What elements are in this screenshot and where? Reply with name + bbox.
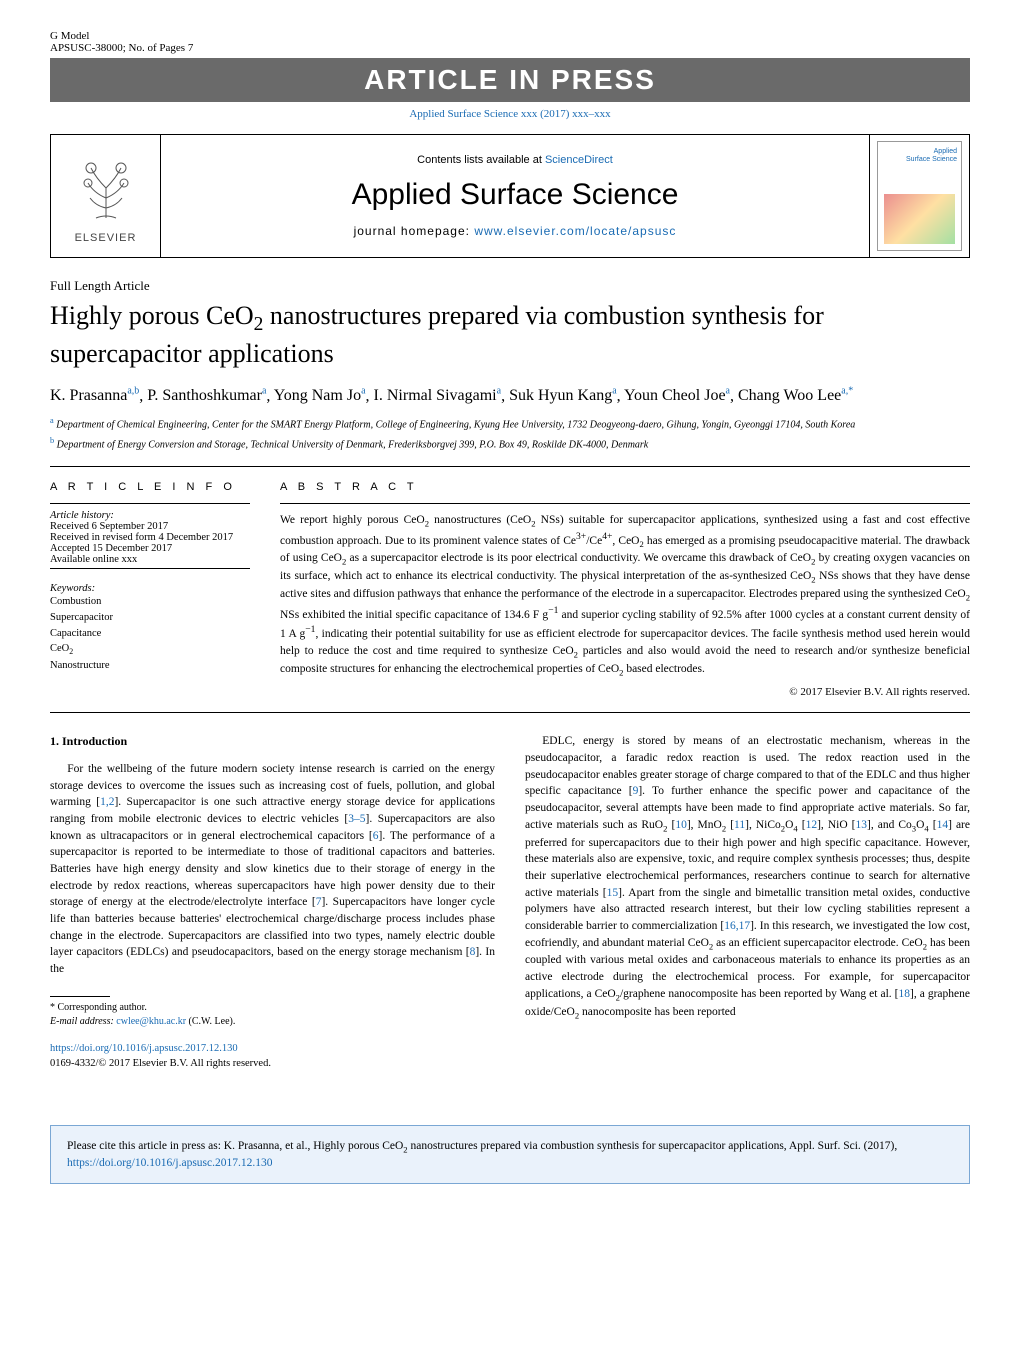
intro-right: EDLC, energy is stored by means of an el… (525, 733, 970, 1021)
history-lines: Received 6 September 2017Received in rev… (50, 521, 250, 565)
affiliations: a Department of Chemical Engineering, Ce… (50, 415, 970, 452)
keywords-list: CombustionSupercapacitorCapacitanceCeO2N… (50, 594, 250, 674)
header-citation: Applied Surface Science xxx (2017) xxx–x… (50, 108, 970, 120)
footnote-rule (50, 996, 110, 997)
rule-bottom (50, 712, 970, 713)
homepage-link[interactable]: www.elsevier.com/locate/apsusc (474, 224, 676, 238)
email-line: E-mail address: cwlee@khu.ac.kr (C.W. Le… (50, 1015, 495, 1029)
journal-cover: AppliedSurface Science (869, 135, 969, 257)
contents-prefix: Contents lists available at (417, 154, 545, 166)
citebox-post: nanostructures prepared via combustion s… (408, 1140, 898, 1152)
article-title: Highly porous CeO2 nanostructures prepar… (50, 300, 970, 370)
cover-thumbnail: AppliedSurface Science (877, 141, 962, 251)
section-head: 1. Introduction (50, 733, 495, 750)
article-in-press-banner: ARTICLE IN PRESS (50, 58, 970, 102)
sciencedirect-link[interactable]: ScienceDirect (545, 154, 613, 166)
journal-box: ELSEVIER Contents lists available at Sci… (50, 134, 970, 258)
doi-block: https://doi.org/10.1016/j.apsusc.2017.12… (50, 1041, 495, 1071)
abstract-column: A B S T R A C T We report highly porous … (280, 481, 970, 698)
contents-line: Contents lists available at ScienceDirec… (181, 154, 849, 166)
cite-box: Please cite this article in press as: K.… (50, 1125, 970, 1184)
doi-link[interactable]: https://doi.org/10.1016/j.apsusc.2017.12… (50, 1043, 238, 1054)
citebox-pre: Please cite this article in press as: K.… (67, 1140, 403, 1152)
body-columns: 1. Introduction For the wellbeing of the… (50, 733, 970, 1071)
elsevier-text: ELSEVIER (75, 232, 137, 244)
doi-copyright: 0169-4332/© 2017 Elsevier B.V. All right… (50, 1056, 495, 1071)
article-info-head: A R T I C L E I N F O (50, 481, 250, 493)
email-link[interactable]: cwlee@khu.ac.kr (116, 1016, 186, 1027)
homepage-line: journal homepage: www.elsevier.com/locat… (181, 224, 849, 238)
abstract-copyright: © 2017 Elsevier B.V. All rights reserved… (280, 686, 970, 698)
intro-left: For the wellbeing of the future modern s… (50, 761, 495, 978)
elsevier-logo: ELSEVIER (51, 135, 161, 257)
article-type: Full Length Article (50, 278, 970, 294)
article-info-column: A R T I C L E I N F O Article history: R… (50, 481, 250, 698)
doc-id: APSUSC-38000; No. of Pages 7 (50, 42, 193, 54)
page-header: G Model APSUSC-38000; No. of Pages 7 (50, 30, 970, 54)
abstract-head: A B S T R A C T (280, 481, 970, 493)
gmodel-label: G Model (50, 30, 193, 42)
cover-title: AppliedSurface Science (906, 148, 957, 163)
corresponding-author: * Corresponding author. (50, 1001, 495, 1015)
citebox-link[interactable]: https://doi.org/10.1016/j.apsusc.2017.12… (67, 1157, 273, 1169)
elsevier-tree-icon (66, 148, 146, 228)
cover-image-icon (884, 194, 955, 244)
homepage-prefix: journal homepage: (354, 224, 475, 238)
journal-name: Applied Surface Science (181, 178, 849, 212)
right-column: EDLC, energy is stored by means of an el… (525, 733, 970, 1071)
authors: K. Prasannaa,b, P. Santhoshkumara, Yong … (50, 386, 970, 405)
footnote: * Corresponding author. E-mail address: … (50, 1001, 495, 1029)
history-label: Article history: (50, 510, 250, 521)
left-column: 1. Introduction For the wellbeing of the… (50, 733, 495, 1071)
rule-top (50, 466, 970, 467)
email-suffix: (C.W. Lee). (186, 1016, 235, 1027)
keywords-label: Keywords: (50, 583, 250, 594)
email-label: E-mail address: (50, 1016, 116, 1027)
abstract-text: We report highly porous CeO2 nanostructu… (280, 512, 970, 678)
title-sub: 2 (254, 314, 264, 335)
title-pre: Highly porous CeO (50, 301, 254, 330)
